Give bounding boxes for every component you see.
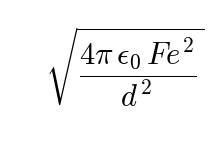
Text: $\sqrt{\dfrac{4\pi\,\epsilon_0\, Fe^2}{d^2}}$: $\sqrt{\dfrac{4\pi\,\epsilon_0\, Fe^2}{d… xyxy=(45,26,204,109)
